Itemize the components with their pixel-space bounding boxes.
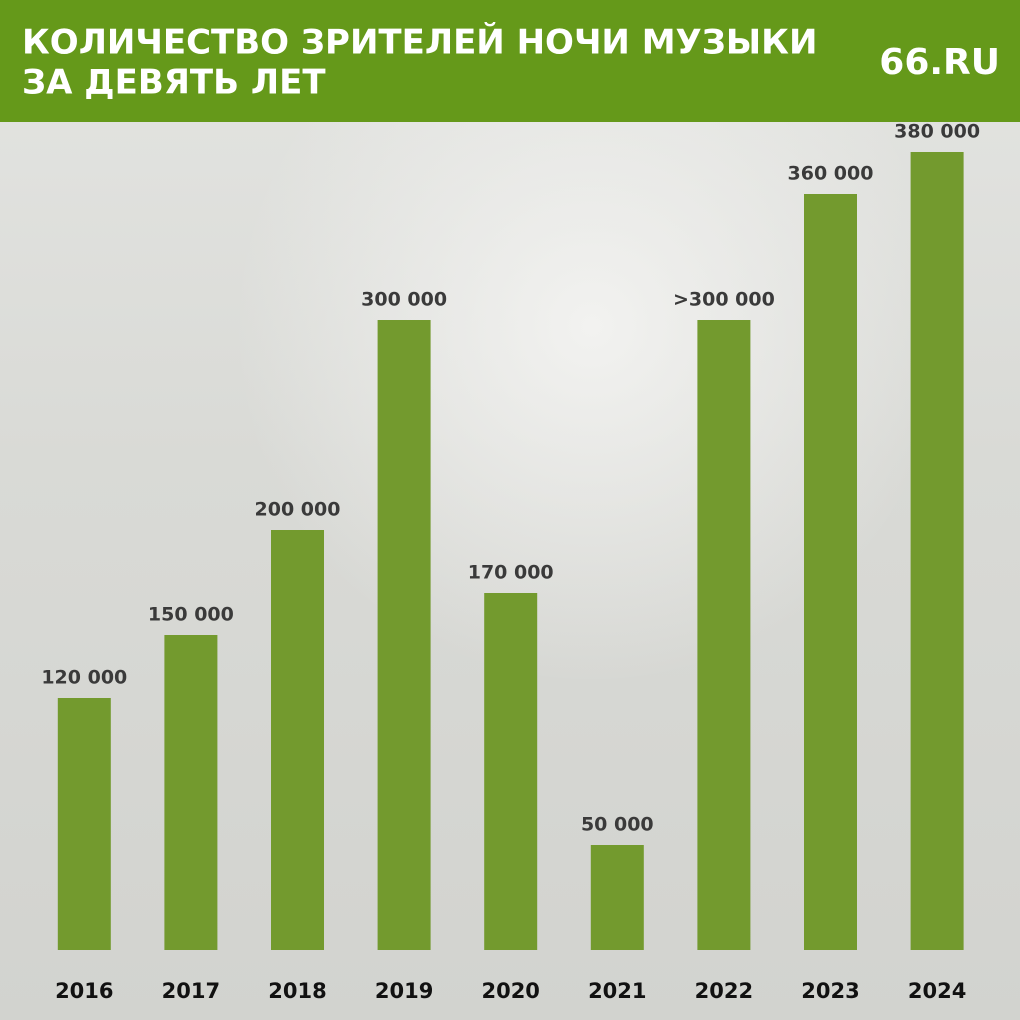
value-label: 120 000 [41, 667, 127, 689]
value-label: 380 000 [894, 121, 980, 143]
value-label: 200 000 [255, 499, 341, 521]
bar [271, 530, 324, 950]
x-tick-label: 2021 [588, 979, 646, 1003]
value-label: 300 000 [361, 289, 447, 311]
x-tick-label: 2022 [695, 979, 753, 1003]
x-tick-label: 2018 [268, 979, 326, 1003]
value-label: >300 000 [673, 289, 775, 311]
value-label: 170 000 [468, 562, 554, 584]
bar [697, 320, 751, 950]
bar [590, 845, 644, 950]
title-line: КОЛИЧЕСТВО ЗРИТЕЛЕЙ НОЧИ МУЗЫКИ [22, 22, 817, 63]
logo: 66.RU [879, 42, 1000, 83]
x-tick-label: 2024 [908, 979, 966, 1003]
bar [57, 698, 111, 950]
x-tick-label: 2019 [375, 979, 433, 1003]
value-label: 150 000 [148, 604, 234, 626]
bar [484, 593, 538, 950]
x-tick-label: 2023 [801, 979, 859, 1003]
value-label: 50 000 [581, 814, 654, 836]
x-tick-label: 2020 [481, 979, 539, 1003]
title-line: ЗА ДЕВЯТЬ ЛЕТ [22, 63, 326, 103]
value-label: 360 000 [788, 163, 874, 185]
bar [910, 152, 964, 950]
bar [804, 194, 857, 950]
x-tick-label: 2017 [162, 979, 220, 1003]
bar [377, 320, 431, 950]
x-tick-label: 2016 [55, 979, 113, 1003]
bar [164, 635, 218, 950]
header [0, 0, 1020, 122]
